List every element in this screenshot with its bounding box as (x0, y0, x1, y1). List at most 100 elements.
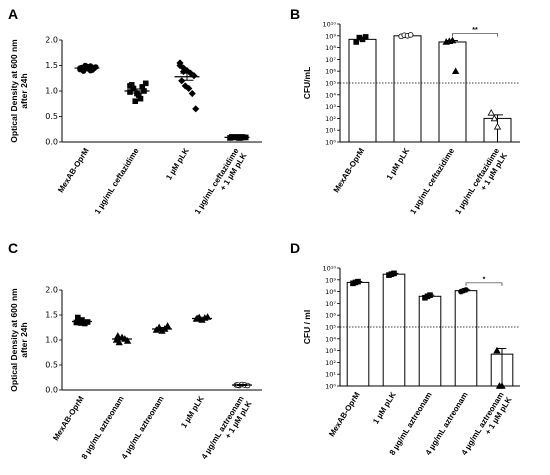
data-point (132, 98, 139, 105)
x-tick-label: 1 µg/mL ceftazidime+ 1 µM pLK (193, 146, 249, 221)
data-point (448, 36, 457, 44)
data-point (192, 105, 200, 113)
bar (346, 281, 370, 387)
data-point (487, 108, 495, 116)
y-axis-label-line: Optical Density at 600 nm (9, 39, 19, 143)
y-axis-label: CFU / ml (302, 310, 312, 344)
data-point (427, 292, 433, 298)
error-bar (180, 72, 194, 81)
panel-label: A (8, 6, 18, 22)
y-axis-label: CFU/mL (302, 67, 312, 100)
y-tick-label: 10⁶ (325, 68, 336, 76)
x-tick-label: 4 µg/mL aztreonam+ 1 µM pLK (460, 390, 514, 461)
x-tick-label: MexAB-OprM (51, 394, 86, 442)
significance-bracket (465, 282, 503, 286)
panel-label: D (290, 240, 300, 256)
y-tick-label: 10² (325, 359, 336, 367)
y-tick-label: 0.0 (45, 386, 58, 395)
y-tick-label: 10⁶ (325, 312, 336, 320)
x-tick-label-line: 1 µg/mL ceftazidime (193, 146, 241, 216)
error-bar (76, 320, 88, 323)
error-bar (196, 317, 208, 320)
y-tick-label: 10¹ (325, 371, 336, 379)
y-axis-label-line: after 24h (19, 322, 29, 357)
y-tick-label: 10⁵ (325, 80, 336, 88)
y-tick-label: 10⁸ (325, 288, 336, 296)
data-point (391, 270, 397, 277)
y-tick-label: 10⁵ (325, 324, 336, 332)
y-tick-label: 10⁰ (325, 383, 336, 391)
x-tick-label: 4 µg/mL aztreonam+ 1 µM pLK (200, 394, 254, 465)
y-tick-label: 10⁴ (325, 335, 336, 343)
y-tick-label: 10⁹ (325, 32, 336, 40)
y-tick-label: 10⁸ (325, 44, 336, 52)
x-tick-label: 1 µg/mL ceftazidime (93, 146, 141, 216)
x-tick-label: MexAB-OprM (56, 146, 91, 194)
y-tick-label: 10³ (325, 103, 336, 111)
x-tick-label: 8 µg/mL aztreonam (80, 395, 126, 461)
significance-bracket (452, 33, 498, 37)
y-axis-label: Optical Density at 600 nmafter 24h (9, 288, 29, 392)
x-tick-label: MexAB-OprM (327, 390, 362, 438)
y-tick-label: 10³ (325, 347, 336, 355)
error-bar (156, 327, 168, 331)
data-point (142, 80, 149, 87)
bar (382, 273, 406, 387)
data-point (451, 67, 460, 74)
x-tick-label: 1 µM pLK (385, 146, 412, 181)
y-tick-label: 1.0 (45, 336, 58, 345)
y-axis-label-line: CFU / ml (302, 310, 312, 344)
x-tick-label: 1 µg/mL ceftazidime (408, 146, 456, 216)
y-tick-label: 1.0 (45, 87, 58, 96)
y-tick-label: 10⁰ (325, 139, 336, 147)
y-axis-label-line: CFU/mL (302, 67, 312, 100)
y-tick-label: 10⁹ (325, 276, 336, 284)
x-tick-label: MexAB-OprM (332, 146, 367, 194)
error-bar (116, 337, 128, 341)
data-point (355, 278, 361, 285)
data-point (353, 39, 359, 45)
bar (393, 35, 422, 143)
data-point (493, 346, 501, 354)
y-tick-label: 10¹ (325, 127, 336, 135)
significance-label: ** (472, 27, 478, 34)
y-tick-label: 0.0 (45, 138, 58, 147)
data-point (75, 314, 81, 321)
x-tick-label: 1 µM pLK (164, 146, 191, 181)
x-tick-label: 1 µM pLK (179, 394, 206, 429)
data-point (185, 84, 193, 93)
y-tick-label: 10¹⁰ (323, 21, 337, 29)
x-tick-label-line: 1 µg/mL ceftazidime (453, 146, 501, 216)
error-bar (236, 384, 248, 386)
data-point (493, 122, 502, 130)
error-bar (230, 136, 244, 139)
data-point (178, 77, 186, 85)
data-point (463, 287, 469, 293)
data-point (188, 89, 196, 98)
data-point (498, 382, 506, 389)
data-point (490, 114, 499, 122)
error-bar (130, 88, 144, 94)
data-point (123, 337, 132, 344)
error-bar (80, 67, 94, 70)
x-tick-label: 1 µM pLK (371, 390, 398, 425)
data-point (176, 59, 184, 67)
y-tick-label: 10¹⁰ (323, 265, 337, 273)
y-tick-label: 2.0 (45, 36, 58, 45)
panel-label: B (290, 6, 300, 22)
bar (438, 41, 467, 143)
y-tick-label: 10⁷ (325, 300, 336, 308)
x-tick-label: 4 µg/mL aztreonam (120, 395, 166, 461)
y-axis-label-line: after 24h (19, 73, 29, 108)
bar (454, 290, 478, 387)
y-tick-label: 10⁴ (325, 91, 336, 99)
data-point (407, 32, 414, 38)
y-tick-label: 1.5 (45, 61, 58, 70)
data-point (127, 89, 133, 95)
panel-label: C (8, 240, 18, 256)
bar (348, 38, 377, 143)
y-tick-label: 10⁷ (325, 56, 336, 64)
y-tick-label: 1.5 (45, 311, 58, 320)
significance-label: * (483, 276, 486, 283)
